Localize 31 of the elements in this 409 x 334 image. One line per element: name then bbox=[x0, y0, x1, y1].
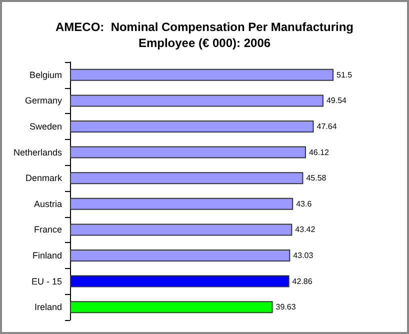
data-label: 47.64 bbox=[316, 122, 338, 131]
bar bbox=[70, 146, 306, 158]
data-label: 43.42 bbox=[295, 225, 316, 234]
data-label: 39.63 bbox=[276, 302, 296, 312]
y-tick-label: Netherlands bbox=[13, 147, 62, 158]
data-label: 42.86 bbox=[292, 276, 313, 286]
data-label: 45.58 bbox=[306, 174, 327, 183]
bar bbox=[70, 120, 314, 132]
bar bbox=[70, 68, 334, 81]
y-tick-label: Belgium bbox=[29, 70, 62, 80]
y-tick-label: Sweden bbox=[29, 122, 62, 132]
chart-title: AMECO: Nominal Compensation Per Manufacturing Employee (€ 000): 2006 bbox=[55, 20, 354, 50]
bar bbox=[70, 198, 294, 210]
bar bbox=[70, 275, 290, 288]
data-label: 51.5 bbox=[336, 70, 353, 80]
y-tick-label: Finland bbox=[32, 250, 62, 260]
y-tick-label: France bbox=[34, 224, 62, 235]
bar bbox=[70, 301, 273, 314]
y-tick-label: Austria bbox=[34, 198, 62, 209]
data-label: 43.6 bbox=[296, 199, 312, 208]
bar bbox=[70, 172, 304, 184]
bar bbox=[70, 250, 290, 262]
y-tick-label: Denmark bbox=[25, 173, 62, 184]
bar bbox=[70, 224, 292, 236]
data-label: 43.03 bbox=[293, 251, 314, 260]
bar bbox=[70, 94, 324, 107]
y-tick-label: Germany bbox=[24, 96, 62, 106]
data-label: 46.12 bbox=[308, 148, 330, 157]
y-tick-label: EU - 15 bbox=[31, 276, 62, 286]
y-tick-label: Ireland bbox=[34, 302, 62, 312]
data-label: 49.54 bbox=[326, 96, 348, 106]
